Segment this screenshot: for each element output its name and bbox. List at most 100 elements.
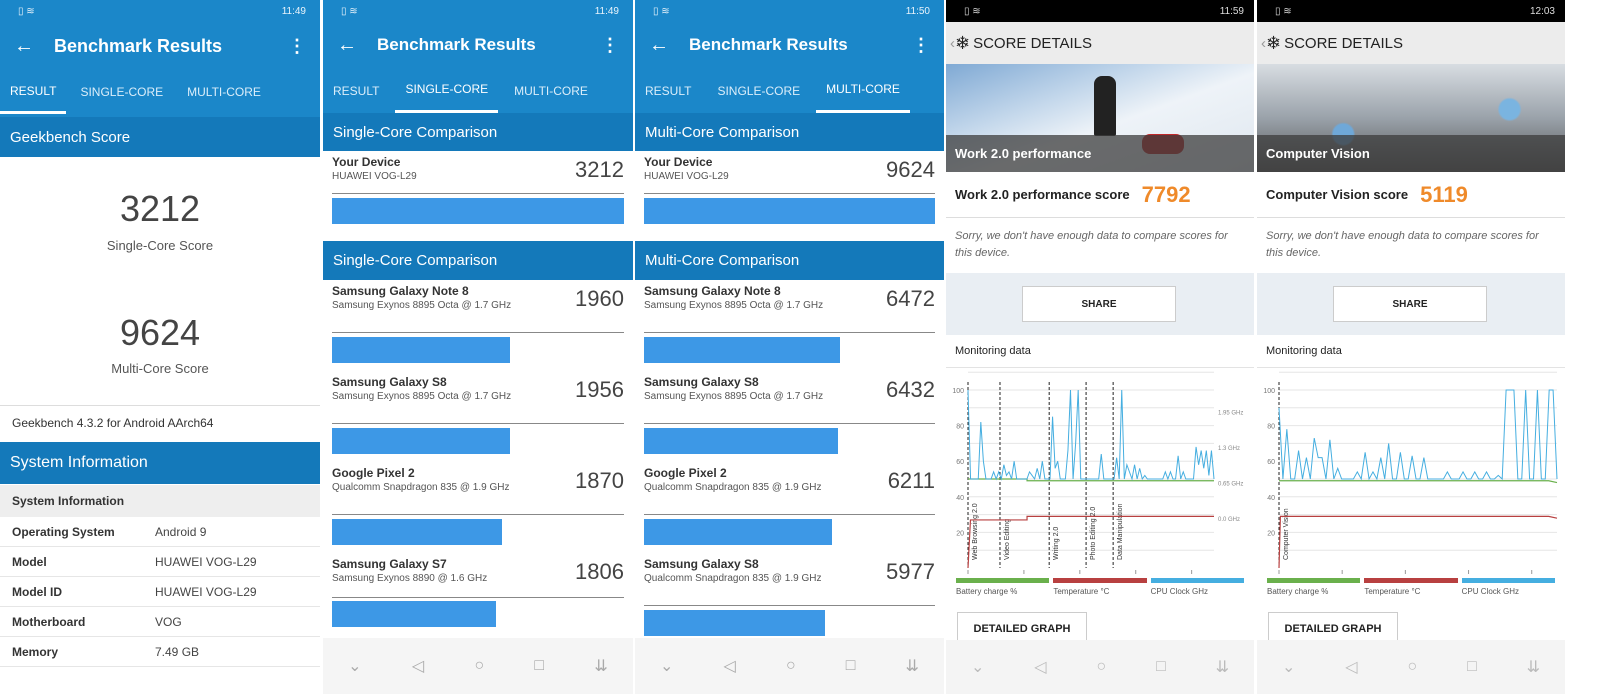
tab-multi-core[interactable]: MULTI-CORE bbox=[816, 68, 910, 113]
y-tick-label: 80 bbox=[1267, 424, 1275, 431]
score-value: 5119 bbox=[1420, 181, 1468, 207]
divider bbox=[644, 514, 935, 515]
home-icon[interactable]: ○ bbox=[474, 657, 485, 674]
y-tick-label: 40 bbox=[956, 495, 964, 502]
recents-icon[interactable]: □ bbox=[1467, 658, 1477, 675]
monitoring-data-header: Monitoring data bbox=[946, 335, 1254, 368]
navigation-bar: ⌄ ◁ ○ □ ⇊ bbox=[946, 640, 1254, 694]
hero-title: Work 2.0 performance bbox=[946, 135, 1254, 172]
status-icons: ▯ ≋ bbox=[964, 5, 981, 17]
device-processor: Qualcomm Snapdragon 835 @ 1.9 GHz bbox=[644, 573, 822, 584]
legend-item: CPU Clock GHz bbox=[1461, 578, 1555, 596]
page-title: Benchmark Results bbox=[54, 35, 223, 56]
notification-pull-icon[interactable]: ⇊ bbox=[905, 658, 919, 675]
navigation-bar: ⌄ ◁ ○ □ ⇊ bbox=[635, 638, 944, 694]
notification-pull-icon[interactable]: ⇊ bbox=[1526, 659, 1541, 676]
device-name: Samsung Galaxy S8 bbox=[644, 375, 759, 389]
row-value: HUAWEI VOG-L29 bbox=[155, 554, 257, 569]
right-tick-label: 1.95 GHz bbox=[1218, 410, 1243, 416]
chevron-down-icon[interactable]: ⌄ bbox=[660, 658, 674, 675]
more-menu-icon[interactable]: ⋮ bbox=[601, 34, 619, 55]
tab-result[interactable]: RESULT bbox=[0, 70, 67, 114]
device-processor: Samsung Exynos 8895 Octa @ 1.7 GHz bbox=[332, 300, 512, 311]
back-icon[interactable]: ‹ bbox=[1261, 34, 1266, 52]
home-icon[interactable]: ○ bbox=[1407, 658, 1418, 675]
notification-pull-icon[interactable]: ⇊ bbox=[594, 658, 608, 675]
page-title: SCORE DETAILS bbox=[1284, 34, 1404, 52]
tab-multi-core[interactable]: MULTI-CORE bbox=[514, 83, 588, 98]
comparison-entry: Google Pixel 2 Qualcomm Snapdragon 835 @… bbox=[332, 466, 624, 545]
score-bar bbox=[644, 610, 825, 636]
score-bar bbox=[332, 337, 511, 363]
recents-icon[interactable]: □ bbox=[845, 657, 856, 674]
comparison-entry: Samsung Galaxy S7 Samsung Exynos 8890 @ … bbox=[332, 557, 624, 627]
back-icon[interactable]: ‹ bbox=[950, 34, 955, 52]
recents-icon[interactable]: □ bbox=[534, 657, 545, 674]
app-bar: ▯ ≋ 11:49 ← Benchmark Results ⋮ RESULT SINGL… bbox=[323, 0, 633, 113]
tab-single-core[interactable]: SINGLE-CORE bbox=[717, 83, 801, 98]
status-icons: ▯ ≋ bbox=[1275, 5, 1292, 17]
comparison-header: Single-Core Comparison bbox=[323, 113, 633, 151]
score-bar bbox=[644, 428, 839, 454]
device-processor: Qualcomm Snapdragon 835 @ 1.9 GHz bbox=[332, 482, 510, 493]
device-score: 1960 bbox=[575, 286, 624, 311]
comparison-header: Single-Core Comparison bbox=[323, 241, 633, 280]
chevron-down-icon[interactable]: ⌄ bbox=[348, 658, 362, 675]
device-processor: Samsung Exynos 8890 @ 1.6 GHz bbox=[332, 573, 488, 584]
legend-swatch bbox=[1461, 578, 1555, 583]
legend-swatch bbox=[1053, 578, 1147, 583]
legend-item: Temperature °C bbox=[1364, 578, 1458, 596]
share-button[interactable]: SHARE bbox=[1022, 286, 1176, 322]
section-geekbench-score: Geekbench Score bbox=[0, 117, 320, 157]
detailed-graph-button[interactable]: DETAILED GRAPH bbox=[957, 612, 1087, 644]
device-name: Samsung Galaxy Note 8 bbox=[644, 284, 781, 298]
home-icon[interactable]: ○ bbox=[785, 657, 796, 674]
device-score: 1806 bbox=[575, 559, 624, 584]
back-icon[interactable]: ◁ bbox=[723, 658, 736, 675]
row-key: Model ID bbox=[12, 584, 62, 599]
chevron-down-icon[interactable]: ⌄ bbox=[970, 659, 985, 676]
chart-legend: Battery charge % Temperature °C CPU Clock … bbox=[956, 578, 1244, 596]
y-tick-label: 60 bbox=[1267, 459, 1275, 466]
tab-single-core[interactable]: SINGLE-CORE bbox=[395, 68, 499, 113]
y-tick-label: 20 bbox=[1267, 530, 1275, 537]
tab-multi-core[interactable]: MULTI-CORE bbox=[187, 85, 261, 99]
status-icons: ▯ ≋ bbox=[18, 5, 35, 17]
comparison-entry: Samsung Galaxy Note 8 Samsung Exynos 889… bbox=[332, 284, 624, 363]
tab-result[interactable]: RESULT bbox=[333, 83, 380, 98]
back-icon[interactable]: ◁ bbox=[1345, 659, 1358, 676]
back-arrow-icon[interactable]: ← bbox=[14, 34, 34, 57]
detailed-graph-button[interactable]: DETAILED GRAPH bbox=[1268, 612, 1398, 644]
legend-item: Temperature °C bbox=[1053, 578, 1147, 596]
hero-title: Computer Vision bbox=[1257, 135, 1565, 172]
score-label: Work 2.0 performance score bbox=[955, 187, 1130, 202]
divider bbox=[332, 514, 624, 515]
more-menu-icon[interactable]: ⋮ bbox=[912, 34, 930, 55]
chevron-down-icon[interactable]: ⌄ bbox=[1281, 659, 1296, 676]
divider bbox=[0, 405, 320, 406]
device-score: 3212 bbox=[575, 157, 624, 182]
device-name: Samsung Galaxy S8 bbox=[644, 557, 759, 571]
back-icon[interactable]: ◁ bbox=[411, 658, 425, 675]
page-title: Benchmark Results bbox=[689, 35, 848, 54]
notification-pull-icon[interactable]: ⇊ bbox=[1215, 659, 1230, 676]
status-time: 11:49 bbox=[594, 5, 619, 17]
status-time: 11:49 bbox=[281, 5, 306, 17]
temperature-series bbox=[967, 515, 1214, 569]
status-icons: ▯ ≋ bbox=[341, 5, 358, 17]
monitoring-chart: 20 40 60 80 100 1.95 GHz 1.3 GHz 0.65 GHz 0.0 GH… bbox=[952, 371, 1243, 574]
recents-icon[interactable]: □ bbox=[1156, 658, 1166, 675]
back-icon[interactable]: ◁ bbox=[1034, 659, 1047, 676]
legend-label: Temperature °C bbox=[1364, 587, 1421, 596]
share-button[interactable]: SHARE bbox=[1333, 286, 1487, 322]
home-icon[interactable]: ○ bbox=[1096, 658, 1107, 675]
share-area: SHARE bbox=[1257, 273, 1565, 335]
row-value: 7.49 GB bbox=[155, 644, 200, 659]
cpu-clock-series bbox=[1278, 389, 1558, 481]
back-arrow-icon[interactable]: ← bbox=[337, 33, 357, 56]
back-arrow-icon[interactable]: ← bbox=[649, 33, 669, 56]
tab-single-core[interactable]: SINGLE-CORE bbox=[80, 85, 164, 99]
more-menu-icon[interactable]: ⋮ bbox=[288, 35, 306, 56]
system-info-row: Model HUAWEI VOG-L29 bbox=[0, 547, 320, 577]
tab-result[interactable]: RESULT bbox=[645, 83, 692, 98]
